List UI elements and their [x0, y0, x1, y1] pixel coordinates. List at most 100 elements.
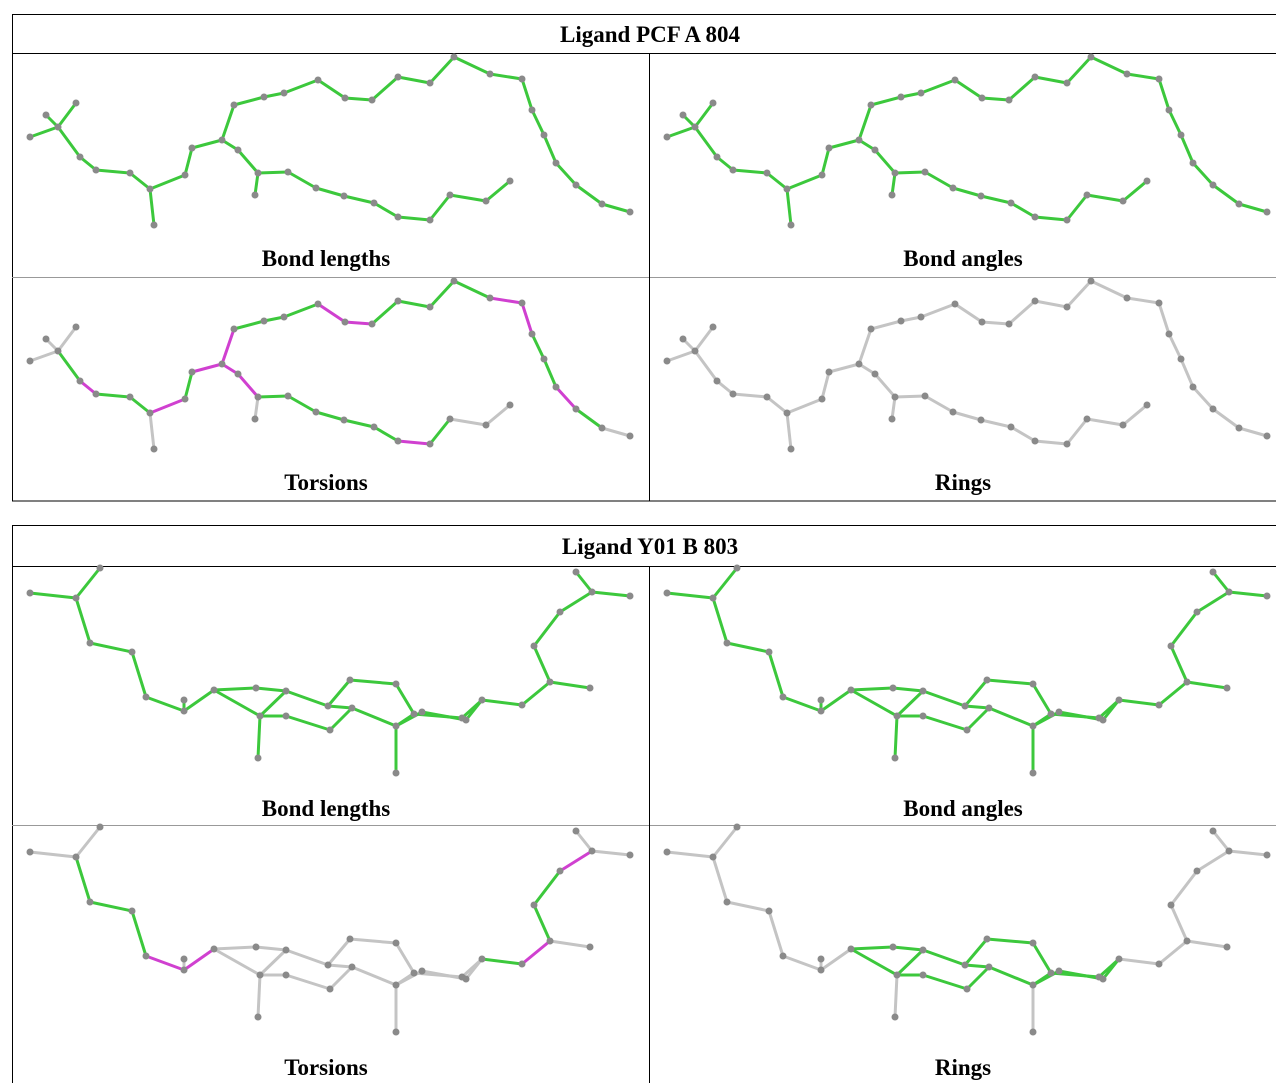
atom	[418, 708, 426, 716]
bond	[396, 299, 432, 309]
bond	[665, 591, 715, 600]
atom	[889, 684, 897, 692]
atom	[713, 153, 721, 161]
bond	[88, 900, 134, 913]
bond	[765, 395, 789, 415]
bond	[693, 349, 719, 383]
atom	[42, 335, 50, 343]
atom	[284, 392, 292, 400]
atom	[1263, 208, 1271, 216]
bond	[394, 682, 416, 716]
atom	[340, 416, 348, 424]
atom	[817, 696, 825, 704]
atom	[72, 594, 80, 602]
atom	[1063, 216, 1071, 224]
atom	[326, 985, 334, 993]
atom	[426, 303, 434, 311]
atom	[818, 395, 826, 403]
bond	[256, 714, 262, 760]
bond	[212, 688, 262, 718]
bond	[693, 101, 715, 129]
bond	[190, 362, 224, 374]
atom	[180, 966, 188, 974]
bond	[893, 170, 927, 175]
bond	[820, 146, 831, 177]
atom	[1029, 769, 1037, 777]
atom	[779, 952, 787, 960]
atom	[919, 712, 927, 720]
atom	[663, 357, 671, 365]
atom	[985, 963, 993, 971]
atom	[763, 393, 771, 401]
atom	[779, 693, 787, 701]
atom	[713, 377, 721, 385]
bond	[350, 706, 398, 728]
atom	[891, 1013, 899, 1021]
atom	[181, 395, 189, 403]
bond	[232, 95, 266, 107]
bond	[212, 947, 262, 977]
bond	[220, 103, 236, 142]
bond	[785, 187, 793, 227]
bond	[987, 706, 1035, 728]
bond	[1211, 407, 1241, 430]
atom	[1225, 588, 1233, 596]
atom	[951, 300, 959, 308]
bond	[326, 937, 352, 967]
atom	[446, 415, 454, 423]
atom	[540, 131, 548, 139]
atom	[888, 415, 896, 423]
atom	[626, 592, 634, 600]
atom	[486, 70, 494, 78]
atom	[888, 191, 896, 199]
bond	[144, 695, 186, 713]
bond	[1237, 426, 1269, 438]
atom	[72, 323, 80, 331]
atom	[282, 687, 290, 695]
bond	[554, 161, 578, 187]
bond	[665, 125, 697, 139]
bond	[979, 194, 1013, 205]
atom	[76, 377, 84, 385]
atom	[1047, 969, 1055, 977]
bond	[1157, 301, 1171, 336]
atom	[949, 184, 957, 192]
atom	[251, 191, 259, 199]
atom	[572, 568, 580, 576]
atom	[556, 608, 564, 616]
bond	[819, 947, 853, 972]
bond	[820, 370, 831, 401]
bond	[520, 301, 534, 336]
bond	[284, 973, 332, 991]
atom	[1007, 199, 1015, 207]
bond	[1121, 403, 1149, 427]
atom	[921, 168, 929, 176]
bond	[56, 101, 78, 129]
atom	[370, 423, 378, 431]
atom	[518, 960, 526, 968]
bond	[342, 194, 376, 205]
bond	[28, 591, 78, 600]
bond	[74, 596, 92, 645]
bond	[767, 909, 785, 958]
atom	[280, 89, 288, 97]
atom	[961, 702, 969, 710]
atom	[1063, 303, 1071, 311]
atom	[528, 330, 536, 338]
atom	[530, 642, 538, 650]
atom	[518, 701, 526, 709]
atom	[825, 144, 833, 152]
atom	[252, 684, 260, 692]
atom	[218, 360, 226, 368]
atom	[1183, 678, 1191, 686]
atom	[410, 969, 418, 977]
atom	[1165, 106, 1173, 114]
atom	[518, 75, 526, 83]
atom	[709, 99, 717, 107]
atom	[1155, 960, 1163, 968]
bond	[574, 829, 594, 853]
bond	[819, 688, 853, 713]
bond	[873, 372, 897, 399]
bond	[767, 650, 785, 699]
bond	[665, 349, 697, 363]
